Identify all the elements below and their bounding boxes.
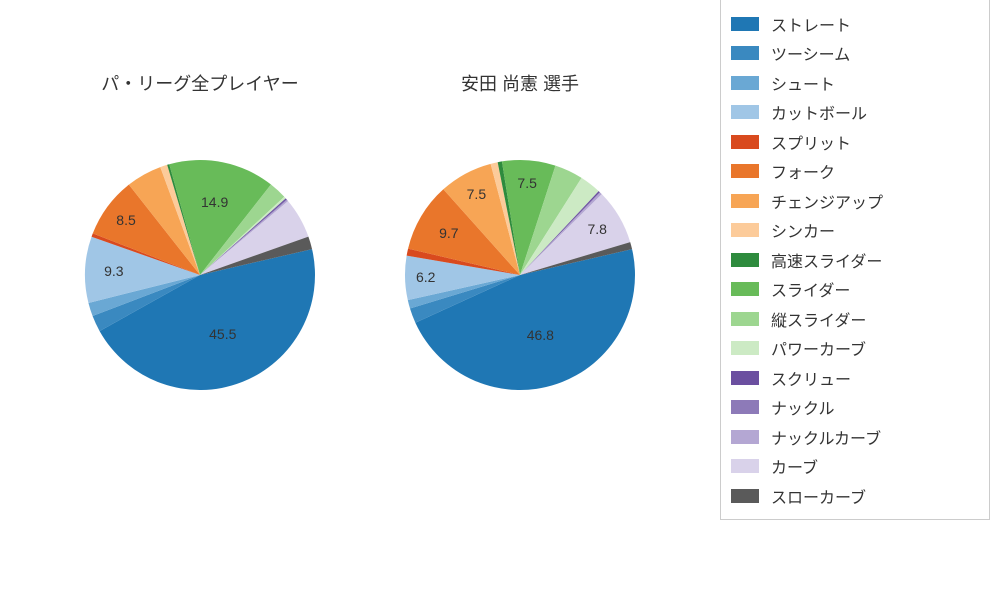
legend-item: カットボール [731, 100, 979, 124]
legend-label: カーブ [771, 454, 818, 478]
pie-slice-label: 9.3 [104, 263, 123, 279]
legend-item: フォーク [731, 159, 979, 183]
pie-slice-label: 9.7 [439, 225, 458, 241]
legend-swatch [731, 341, 759, 355]
legend-item: シンカー [731, 218, 979, 242]
chart-title-league: パ・リーグ全プレイヤー [50, 70, 350, 96]
legend-swatch [731, 312, 759, 326]
pie-slice-label: 8.5 [116, 212, 135, 228]
legend-label: スプリット [771, 130, 851, 154]
legend-label: スクリュー [771, 366, 851, 390]
legend-swatch [731, 135, 759, 149]
chart-title-player: 安田 尚憲 選手 [370, 70, 670, 96]
pie-chart-league: 45.5 9.3 8.5 14.9 [75, 150, 325, 400]
pie-slice-label: 7.5 [467, 186, 486, 202]
legend-item: ストレート [731, 12, 979, 36]
legend-label: ナックル [771, 395, 835, 419]
legend-swatch [731, 17, 759, 31]
legend-item: ナックルカーブ [731, 425, 979, 449]
legend-label: スローカーブ [771, 484, 866, 508]
legend-item: スライダー [731, 277, 979, 301]
legend-swatch [731, 489, 759, 503]
legend-label: フォーク [771, 159, 835, 183]
pie-slice-label: 7.5 [517, 175, 536, 191]
legend-label: チェンジアップ [771, 189, 883, 213]
legend-item: スプリット [731, 130, 979, 154]
legend-label: カットボール [771, 100, 867, 124]
legend-item: ナックル [731, 395, 979, 419]
legend-swatch [731, 194, 759, 208]
pie-slice-label: 14.9 [201, 194, 228, 210]
legend-swatch [731, 253, 759, 267]
legend-swatch [731, 400, 759, 414]
pie-chart-player: 46.8 6.2 9.7 7.5 7.5 7.8 [395, 150, 645, 400]
legend-label: パワーカーブ [771, 336, 866, 360]
legend-swatch [731, 105, 759, 119]
legend-label: シンカー [771, 218, 835, 242]
legend-item: カーブ [731, 454, 979, 478]
pie-slice-label: 46.8 [527, 327, 554, 343]
legend-swatch [731, 371, 759, 385]
legend-item: パワーカーブ [731, 336, 979, 360]
legend-label: スライダー [771, 277, 850, 301]
legend-label: ナックルカーブ [771, 425, 881, 449]
legend: ストレートツーシームシュートカットボールスプリットフォークチェンジアップシンカー… [720, 0, 990, 520]
legend-item: チェンジアップ [731, 189, 979, 213]
legend-item: 縦スライダー [731, 307, 979, 331]
legend-item: スクリュー [731, 366, 979, 390]
legend-item: シュート [731, 71, 979, 95]
legend-label: ストレート [771, 12, 851, 36]
legend-swatch [731, 46, 759, 60]
legend-swatch [731, 282, 759, 296]
chart-container: パ・リーグ全プレイヤー 安田 尚憲 選手 45.5 9.3 8.5 14.9 46.8… [0, 0, 1000, 600]
legend-label: 縦スライダー [771, 307, 866, 331]
legend-swatch [731, 459, 759, 473]
legend-swatch [731, 76, 759, 90]
pie-slice-label: 45.5 [209, 326, 236, 342]
legend-swatch [731, 164, 759, 178]
pie-slice-label: 7.8 [587, 221, 606, 237]
legend-item: スローカーブ [731, 484, 979, 508]
legend-label: ツーシーム [771, 41, 850, 65]
legend-item: 高速スライダー [731, 248, 979, 272]
legend-item: ツーシーム [731, 41, 979, 65]
legend-label: 高速スライダー [771, 248, 882, 272]
legend-swatch [731, 223, 759, 237]
legend-label: シュート [771, 71, 835, 95]
legend-swatch [731, 430, 759, 444]
pie-slice-label: 6.2 [416, 269, 435, 285]
